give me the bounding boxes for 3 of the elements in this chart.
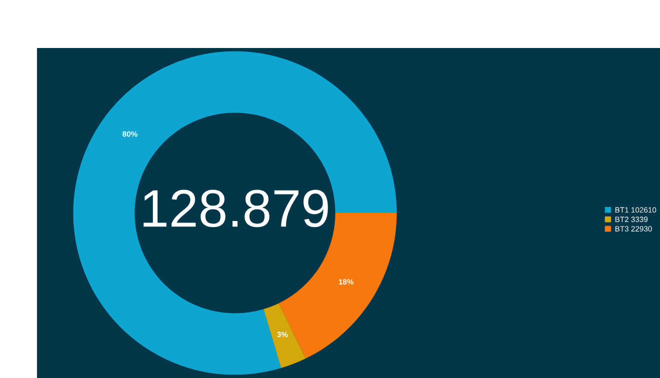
text: 128.879 xyxy=(144,190,328,228)
donut-slice xyxy=(264,303,306,368)
donut-slice xyxy=(73,51,397,375)
